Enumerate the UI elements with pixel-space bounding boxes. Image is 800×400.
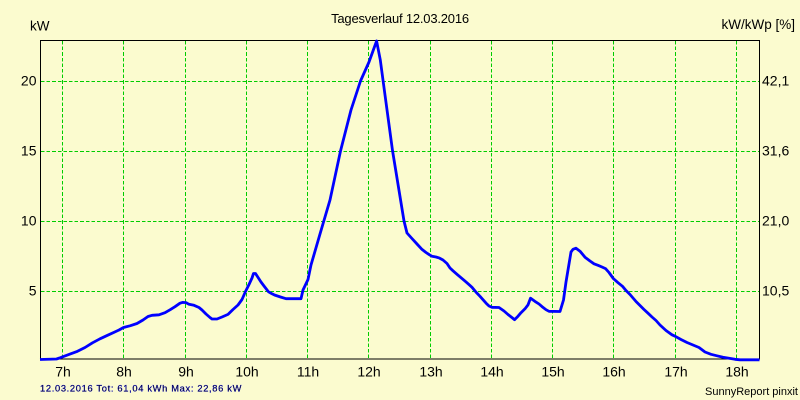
svg-text:14h: 14h [480, 364, 503, 380]
svg-text:10: 10 [21, 213, 37, 229]
svg-text:18h: 18h [725, 364, 748, 380]
svg-text:10,5: 10,5 [762, 283, 789, 299]
svg-text:12.03.2016 Tot: 61,04 kWh Max:: 12.03.2016 Tot: 61,04 kWh Max: 22,86 kW [40, 384, 242, 394]
svg-text:7h: 7h [55, 364, 71, 380]
svg-text:42,1: 42,1 [762, 73, 789, 89]
svg-text:21,0: 21,0 [762, 213, 789, 229]
svg-text:12h: 12h [357, 364, 380, 380]
svg-text:kW: kW [30, 19, 50, 34]
svg-text:15h: 15h [541, 364, 564, 380]
svg-text:31,6: 31,6 [762, 143, 789, 159]
svg-text:16h: 16h [602, 364, 625, 380]
svg-text:9h: 9h [178, 364, 194, 380]
svg-text:15: 15 [21, 143, 37, 159]
svg-text:kW/kWp [%]: kW/kWp [%] [722, 17, 796, 32]
svg-text:13h: 13h [419, 364, 442, 380]
svg-text:20: 20 [21, 73, 37, 89]
svg-text:SunnyReport pinxit: SunnyReport pinxit [705, 386, 798, 398]
svg-text:11h: 11h [297, 364, 319, 380]
svg-text:10h: 10h [235, 364, 258, 380]
svg-text:8h: 8h [116, 364, 132, 380]
svg-text:Tagesverlauf 12.03.2016: Tagesverlauf 12.03.2016 [331, 11, 469, 26]
svg-text:17h: 17h [664, 364, 687, 380]
svg-text:5: 5 [29, 283, 37, 299]
